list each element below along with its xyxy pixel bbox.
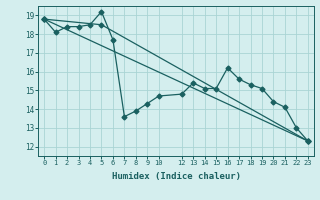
X-axis label: Humidex (Indice chaleur): Humidex (Indice chaleur) — [111, 172, 241, 181]
